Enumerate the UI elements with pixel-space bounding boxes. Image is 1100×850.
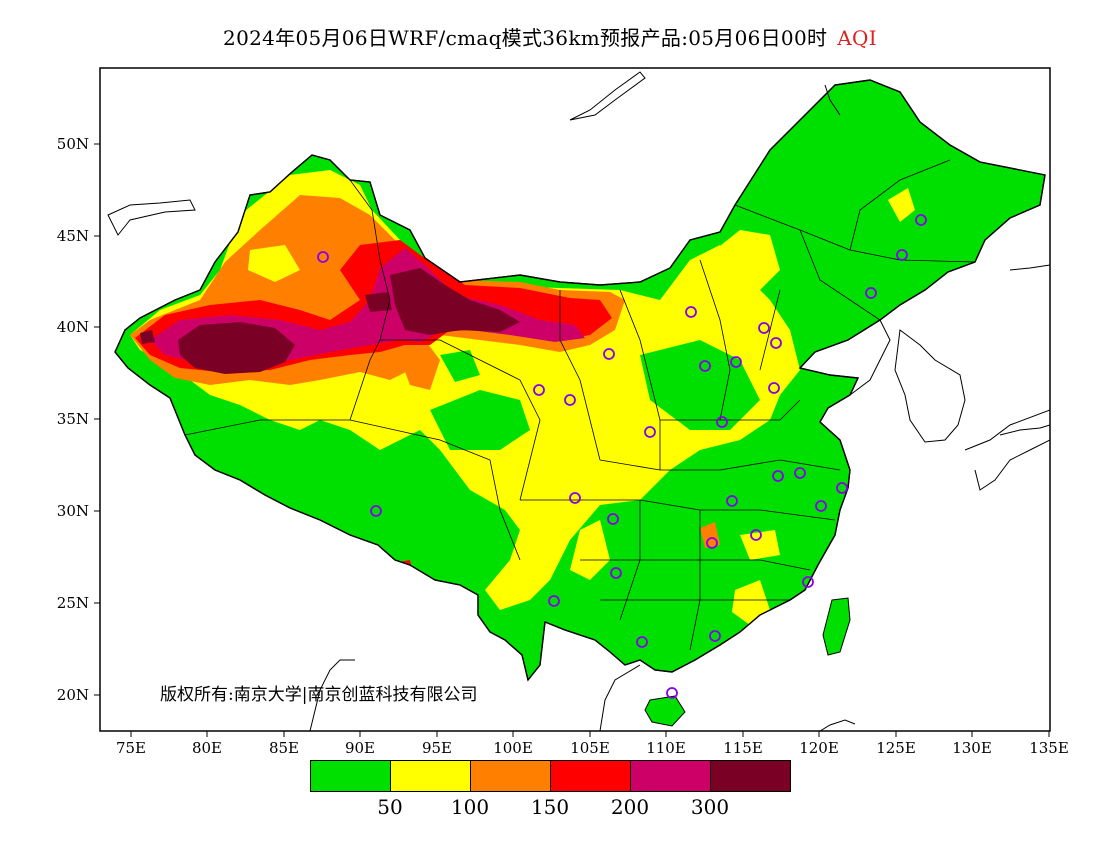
good-pocket-central — [640, 340, 760, 430]
station-marker — [569, 492, 581, 504]
station-marker — [865, 287, 877, 299]
title-variable: AQI — [837, 26, 877, 50]
station-marker — [548, 595, 560, 607]
legend-label: 100 — [450, 795, 490, 819]
legend-swatch — [551, 761, 631, 791]
lon-label: 80E — [191, 739, 223, 757]
hazardous-spot-east — [365, 292, 392, 312]
moderate-region-northeast — [888, 188, 915, 222]
station-marker — [533, 384, 545, 396]
station-marker — [370, 505, 382, 517]
title-main: 2024年05月06日WRF/cmaq模式36km预报产品:05月06日00时 — [223, 26, 828, 50]
station-marker — [802, 576, 814, 588]
neighbor-coastlines — [107, 71, 1050, 731]
legend-swatch — [391, 761, 471, 791]
station-marker — [564, 394, 576, 406]
station-marker — [716, 416, 728, 428]
lat-label: 25N — [56, 594, 89, 612]
station-marker — [726, 495, 738, 507]
hazardous-core-taklamakan — [178, 322, 295, 374]
lon-label: 120E — [799, 739, 839, 757]
station-marker — [317, 251, 329, 263]
lon-label: 75E — [115, 739, 147, 757]
station-marker — [730, 356, 742, 368]
lon-label: 100E — [493, 739, 533, 757]
legend-swatch — [631, 761, 711, 791]
station-marker — [644, 426, 656, 438]
orange-region-qaidam — [395, 340, 440, 390]
hazardous-core-alxa — [390, 268, 520, 335]
lat-label: 45N — [56, 227, 89, 245]
station-marker — [636, 636, 648, 648]
station-marker — [607, 513, 619, 525]
station-marker — [610, 567, 622, 579]
province-borders — [184, 159, 976, 651]
lat-label: 20N — [56, 686, 89, 704]
station-marker — [706, 537, 718, 549]
monitoring-stations — [317, 214, 927, 699]
lat-label: 30N — [56, 502, 89, 520]
legend-label: 150 — [530, 795, 570, 819]
station-marker — [794, 467, 806, 479]
lon-label: 130E — [952, 739, 992, 757]
moderate-region-beijing — [700, 230, 780, 290]
lon-label: 115E — [723, 739, 763, 757]
station-marker — [772, 470, 784, 482]
station-marker — [699, 360, 711, 372]
axis-ticks — [94, 143, 1050, 737]
moderate-region-south — [732, 580, 770, 625]
station-marker — [770, 337, 782, 349]
lon-label: 85E — [268, 739, 300, 757]
copyright-text: 版权所有:南京大学|南京创蓝科技有限公司 — [160, 685, 478, 705]
lat-label: 50N — [56, 135, 89, 153]
legend-label: 50 — [377, 795, 403, 819]
station-marker — [709, 630, 721, 642]
station-marker — [896, 249, 908, 261]
good-pocket-gansu — [440, 350, 480, 382]
lon-label: 135E — [1029, 739, 1069, 757]
lon-label: 125E — [876, 739, 916, 757]
moderate-region-east — [740, 530, 780, 560]
legend-swatch — [711, 761, 790, 791]
station-marker — [815, 500, 827, 512]
lon-label: 90E — [344, 739, 376, 757]
lat-label: 40N — [56, 318, 89, 336]
station-marker — [768, 382, 780, 394]
station-marker — [915, 214, 927, 226]
moderate-pocket-xinjiang — [248, 245, 300, 282]
station-marker — [685, 306, 697, 318]
legend-label: 200 — [610, 795, 650, 819]
map-frame — [99, 67, 1051, 732]
lat-label: 35N — [56, 410, 89, 428]
lon-label: 95E — [421, 739, 453, 757]
legend-swatch — [471, 761, 551, 791]
orange-spot-hunan — [700, 522, 720, 548]
lon-label: 105E — [570, 739, 610, 757]
station-marker — [836, 482, 848, 494]
legend-label: 300 — [690, 795, 730, 819]
aqi-colorbar — [310, 760, 791, 792]
lon-label: 110E — [646, 739, 686, 757]
good-pocket-qinghai — [430, 390, 530, 450]
hainan-island — [644, 695, 686, 727]
map-title: 2024年05月06日WRF/cmaq模式36km预报产品:05月06日00时 A… — [0, 22, 1100, 51]
station-marker — [758, 322, 770, 334]
station-marker — [603, 348, 615, 360]
moderate-region-sichuan — [570, 520, 610, 580]
station-marker — [666, 687, 678, 699]
station-marker — [750, 529, 762, 541]
hazardous-spot-west — [140, 330, 155, 344]
legend-swatch — [311, 761, 391, 791]
taiwan-island — [822, 597, 851, 656]
